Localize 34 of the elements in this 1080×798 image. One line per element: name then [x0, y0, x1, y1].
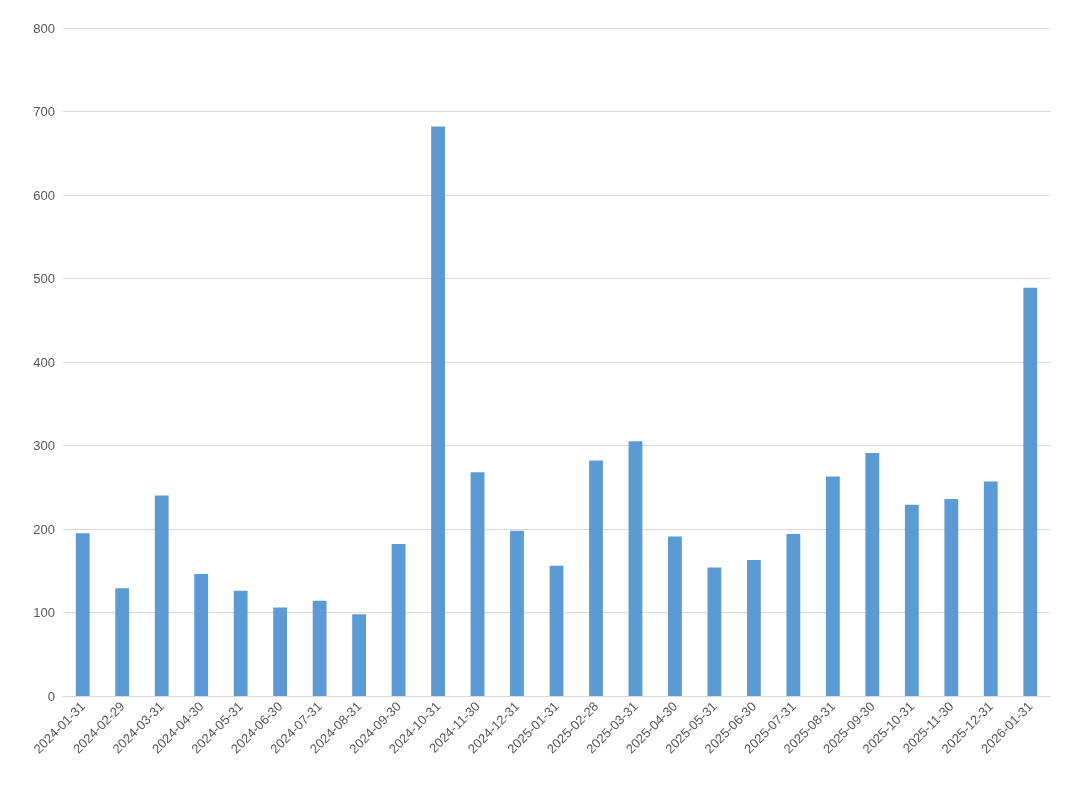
bar — [194, 574, 209, 696]
bar — [233, 590, 248, 696]
bar — [668, 536, 682, 696]
y-tick-label: 700 — [33, 104, 55, 119]
bar — [786, 534, 801, 696]
y-tick-label: 600 — [33, 187, 55, 203]
y-tick-label: 800 — [33, 20, 55, 36]
bar — [628, 441, 643, 696]
y-tick-label: 100 — [33, 605, 55, 620]
bar — [470, 472, 485, 696]
bar — [549, 565, 564, 696]
bar — [865, 453, 880, 696]
bar — [75, 533, 90, 696]
bar — [825, 476, 840, 696]
bar — [510, 530, 524, 696]
y-tick-label: 400 — [33, 354, 55, 370]
y-tick-label: 0 — [47, 688, 55, 704]
bar — [707, 567, 722, 696]
bar — [589, 460, 603, 696]
bar — [312, 600, 327, 696]
bar — [431, 126, 445, 696]
y-tick-label: 200 — [33, 521, 55, 537]
bar — [1023, 287, 1038, 696]
bar — [983, 481, 998, 696]
y-tick-label: 500 — [33, 271, 55, 286]
y-tick-label: 300 — [33, 438, 55, 453]
bar — [391, 544, 406, 696]
bar — [746, 559, 761, 696]
bar — [154, 495, 169, 696]
bar — [352, 614, 367, 696]
bar — [115, 588, 130, 696]
bar — [273, 607, 288, 696]
bar — [904, 504, 919, 696]
bar — [944, 498, 959, 696]
